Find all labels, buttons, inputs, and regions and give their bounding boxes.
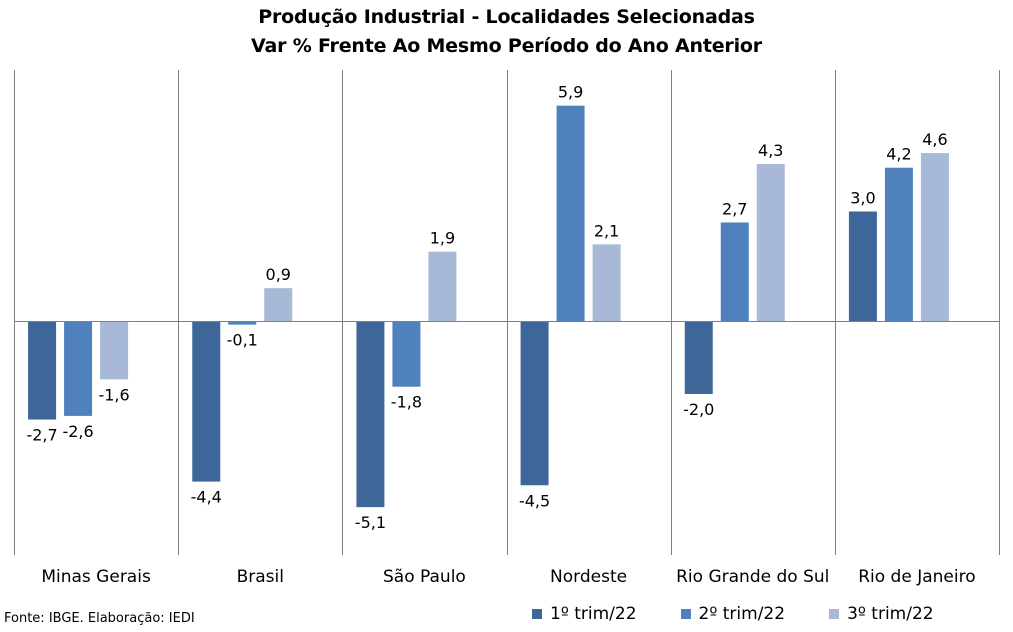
bar — [556, 105, 585, 322]
bar — [428, 251, 457, 321]
bar — [684, 321, 713, 394]
bar — [392, 321, 421, 387]
bar — [848, 211, 877, 321]
bar — [28, 321, 57, 420]
legend-swatch-series-2 — [680, 609, 691, 619]
legend-label-series-2: 2º trim/22 — [698, 604, 786, 624]
data-label: -0,1 — [227, 331, 258, 350]
bar — [356, 321, 385, 508]
data-label: 2,7 — [722, 199, 747, 218]
legend-label-series-1: 1º trim/22 — [550, 604, 637, 624]
chart-title: Produção Industrial - Localidades Seleci… — [258, 6, 755, 28]
legend-item-series-1: 1º trim/22 — [532, 604, 637, 624]
bar — [720, 222, 749, 321]
data-label: 1,9 — [430, 229, 455, 248]
data-label: -2,0 — [683, 400, 714, 419]
chart-subtitle: Var % Frente Ao Mesmo Período do Ano Ant… — [251, 35, 762, 57]
data-label: -5,1 — [355, 513, 386, 532]
legend: 1º trim/22 2º trim/22 3º trim/22 — [532, 602, 934, 626]
category-label: Brasil — [237, 567, 284, 587]
data-label: -4,4 — [191, 488, 222, 507]
data-label: 2,1 — [594, 221, 619, 240]
bar — [100, 321, 129, 380]
data-label: 4,3 — [758, 141, 783, 160]
bar — [592, 244, 621, 321]
bar — [228, 321, 257, 325]
bar — [884, 167, 913, 321]
legend-item-series-3: 3º trim/22 — [829, 604, 934, 624]
data-label: -2,7 — [26, 426, 57, 445]
bar — [520, 321, 549, 486]
data-label: 0,9 — [266, 265, 291, 284]
data-label: 3,0 — [850, 189, 875, 208]
legend-swatch-series-1 — [532, 609, 542, 619]
data-label: -1,8 — [391, 393, 422, 412]
legend-label-series-3: 3º trim/22 — [847, 604, 934, 624]
data-label: 4,6 — [922, 130, 947, 149]
data-label: -2,6 — [62, 422, 93, 441]
data-label: -1,6 — [98, 385, 129, 404]
source-note: Fonte: IBGE. Elaboração: IEDI — [4, 611, 195, 626]
data-label: 4,2 — [886, 145, 911, 164]
category-label: Nordeste — [550, 567, 627, 587]
category-label: Rio Grande do Sul — [676, 567, 829, 587]
legend-item-series-2: 2º trim/22 — [680, 604, 786, 624]
category-label: Minas Gerais — [41, 567, 151, 587]
data-label: -4,5 — [519, 491, 550, 510]
data-label: 5,9 — [558, 83, 583, 102]
bar — [756, 164, 785, 321]
category-label: Rio de Janeiro — [858, 567, 975, 587]
bar — [192, 321, 221, 482]
legend-swatch-series-3 — [829, 609, 840, 619]
category-label: São Paulo — [383, 567, 466, 587]
bar — [64, 321, 93, 416]
bar — [920, 153, 949, 321]
bar — [264, 288, 293, 321]
